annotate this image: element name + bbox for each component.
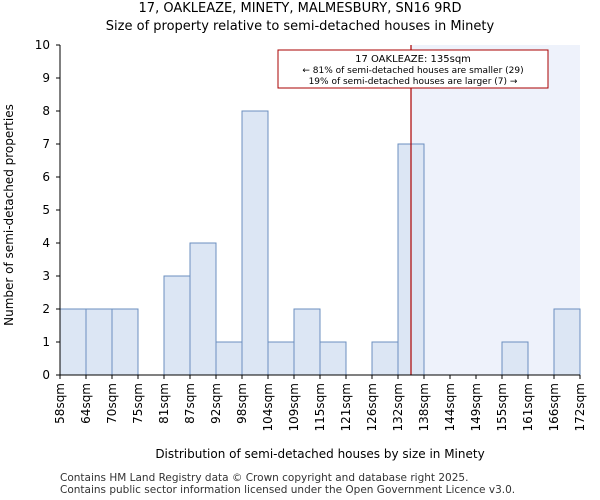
y-tick-label: 2 <box>42 302 50 316</box>
y-tick-label: 5 <box>42 203 50 217</box>
footer-copyright: Contains HM Land Registry data © Crown c… <box>60 472 469 484</box>
x-tick-label: 64sqm <box>79 383 93 424</box>
x-tick-label: 144sqm <box>443 383 457 431</box>
bar-92sqm <box>215 341 243 376</box>
annotation-larger: 19% of semi-detached houses are larger (… <box>309 77 518 87</box>
x-tick-label: 121sqm <box>339 383 353 431</box>
larger-houses-region <box>411 45 580 375</box>
x-tick-label: 166sqm <box>547 383 561 431</box>
x-axis-label: Distribution of semi-detached houses by … <box>155 447 484 461</box>
x-tick-label: 161sqm <box>521 383 535 431</box>
x-tick-label: 70sqm <box>105 383 119 424</box>
y-tick-label: 8 <box>42 104 50 118</box>
x-tick-label: 126sqm <box>365 383 379 431</box>
bar-104sqm <box>267 341 295 376</box>
y-tick-label: 3 <box>42 269 50 283</box>
footer-licence: Contains public sector information licen… <box>60 484 516 496</box>
x-tick-label: 149sqm <box>469 383 483 431</box>
y-tick-label: 1 <box>42 335 50 349</box>
x-tick-label: 75sqm <box>131 383 145 424</box>
y-tick-label: 9 <box>42 71 50 85</box>
x-tick-label: 98sqm <box>235 383 249 424</box>
x-tick-label: 138sqm <box>417 383 431 431</box>
bar-chart: 17 OAKLEAZE: 135sqm← 81% of semi-detache… <box>2 38 587 461</box>
x-tick-label: 92sqm <box>209 383 223 424</box>
bar-58sqm <box>59 308 87 376</box>
y-axis-label: Number of semi-detached properties <box>2 104 16 326</box>
chart-title: 17, OAKLEAZE, MINETY, MALMESBURY, SN16 9… <box>138 1 462 16</box>
bar-70sqm <box>111 308 139 376</box>
bar-155sqm <box>501 341 529 376</box>
x-tick-label: 104sqm <box>261 383 275 431</box>
x-tick-label: 109sqm <box>287 383 301 431</box>
bar-64sqm <box>85 308 113 376</box>
x-tick-label: 115sqm <box>313 383 327 431</box>
annotation-title: 17 OAKLEAZE: 135sqm <box>355 54 471 65</box>
x-tick-label: 172sqm <box>573 383 587 431</box>
y-tick-label: 10 <box>35 38 50 52</box>
x-tick-label: 58sqm <box>53 383 67 424</box>
annotation-smaller: ← 81% of semi-detached houses are smalle… <box>302 66 523 76</box>
x-tick-label: 87sqm <box>183 383 197 424</box>
bar-81sqm <box>163 275 191 376</box>
annotation-box <box>277 49 549 89</box>
bar-87sqm <box>189 242 217 376</box>
x-tick-label: 81sqm <box>157 383 171 424</box>
y-tick-label: 7 <box>42 137 50 151</box>
chart-subtitle: Size of property relative to semi-detach… <box>105 19 495 34</box>
x-tick-label: 132sqm <box>391 383 405 431</box>
bar-166sqm <box>553 308 581 376</box>
y-tick-label: 4 <box>42 236 50 250</box>
bar-126sqm <box>371 341 399 376</box>
bar-98sqm <box>241 110 269 376</box>
y-tick-label: 6 <box>42 170 50 184</box>
bar-109sqm <box>293 308 321 376</box>
y-tick-label: 0 <box>42 368 50 382</box>
x-tick-label: 155sqm <box>495 383 509 431</box>
bar-115sqm <box>319 341 347 376</box>
